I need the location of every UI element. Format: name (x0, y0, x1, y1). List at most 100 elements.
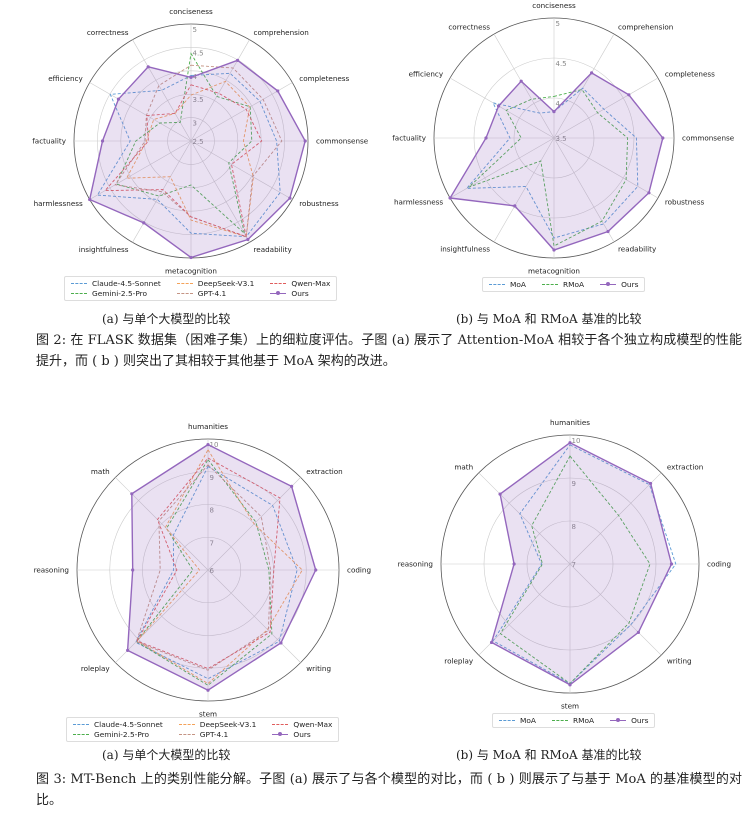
series-moa (465, 87, 639, 239)
axis-spoke (190, 140, 250, 243)
axis-spoke (207, 569, 301, 663)
axis-spoke (89, 140, 192, 200)
ours-point (246, 237, 250, 242)
fig2-subcaption-b: (b) 与 MoA 和 RMoA 基准的比较 (456, 312, 642, 326)
series-ours (88, 59, 306, 259)
ours-point (513, 204, 517, 208)
series-claude-4-5-sonnet (96, 72, 281, 238)
legend-swatch (176, 293, 193, 294)
axis-spoke (190, 82, 293, 142)
legend-label: Claude-4.5-Sonnet (92, 279, 161, 288)
tick-label: 3 (193, 120, 197, 128)
legend-item: Qwen-Max (272, 720, 332, 729)
axis-label-roleplay: roleplay (444, 656, 474, 665)
ours-point (288, 196, 292, 200)
ours-point (496, 104, 501, 108)
series-gemini-2-5-pro (115, 52, 253, 235)
legend-label: Qwen-Max (293, 720, 333, 729)
legend-label: Ours (631, 716, 649, 725)
axis-label-humanities: humanities (550, 418, 590, 427)
ours-point (489, 640, 494, 645)
fig3-caption: 图 3: MT-Bench 上的类别性能分解。子图 (a) 展示了与各个模型的对… (36, 772, 742, 808)
legend-label: Ours (291, 289, 309, 298)
tick-label: 9 (210, 474, 214, 482)
legend-swatch (71, 283, 87, 284)
axis-label-math: math (91, 467, 110, 476)
axis-label-robustness: robustness (299, 199, 339, 208)
ours-point (498, 492, 502, 496)
axis-spoke (553, 137, 659, 199)
axis-label-writing: writing (306, 664, 331, 673)
ours-point (314, 568, 318, 572)
tick-label: 10 (210, 441, 219, 449)
series-ours (126, 443, 317, 692)
tick-label: 9 (572, 480, 576, 488)
axis-label-efficiency: efficiency (409, 70, 444, 79)
ours-point (627, 93, 631, 97)
axis-label-commonsense: commonsense (682, 134, 735, 143)
legend-fig2a: Claude-4.5-Sonnet Gemini-2.5-Pro DeepSeek-… (64, 276, 338, 301)
series-deepseek-v3-1 (136, 448, 303, 685)
ours-point (276, 89, 280, 93)
axis-spoke (493, 33, 555, 139)
axis-label-reasoning: reasoning (34, 566, 69, 575)
axis-label-completeness: completeness (299, 74, 349, 83)
axis-label-extraction: extraction (306, 467, 342, 476)
legend-swatch (489, 284, 505, 285)
legend-item: GPT-4.1 (176, 289, 255, 298)
legend-swatch (551, 720, 568, 721)
axis-label-writing: writing (667, 656, 692, 665)
legend-label: Gemini-2.5-Pro (92, 289, 148, 298)
legend-label: Ours (293, 730, 311, 739)
ours-point (235, 58, 240, 62)
axis-label-correctness: correctness (87, 28, 129, 37)
axis-label-metacognition: metacognition (528, 267, 580, 276)
legend-item: MoA (499, 716, 536, 725)
ours-point (126, 648, 130, 652)
series-qwen-max (104, 84, 263, 238)
ours-point (448, 196, 452, 200)
axis-label-robustness: robustness (665, 198, 705, 207)
legend-swatch (73, 734, 89, 735)
tick-label: 10 (572, 437, 581, 445)
ours-point (606, 229, 610, 234)
legend-label: GPT-4.1 (197, 289, 227, 298)
axis-label-comprehension: comprehension (254, 28, 309, 37)
legend-item: MoA (489, 280, 526, 289)
axis-label-conciseness: conciseness (532, 1, 576, 10)
legend-label: Gemini-2.5-Pro (94, 730, 150, 739)
legend-item: RMoA (541, 280, 584, 289)
ours-point (146, 65, 150, 69)
legend-item: RMoA (551, 716, 595, 725)
legend-fig2b: MoA RMoA Ours (482, 277, 646, 292)
series-rmoa (468, 88, 629, 247)
ours-point (484, 136, 488, 140)
ours-point (590, 71, 594, 75)
legend-swatch (270, 291, 287, 295)
tick-label: 3.5 (556, 135, 567, 143)
legend-item: Claude-4.5-Sonnet (71, 279, 161, 288)
fig3-subcaption-a: (a) 与单个大模型的比较 (102, 748, 231, 762)
axis-label-conciseness: conciseness (169, 7, 213, 16)
axis-spoke (190, 39, 250, 142)
legend-label: RMoA (572, 716, 595, 725)
legend-swatch (610, 718, 627, 722)
ours-point (512, 562, 516, 566)
ours-point (552, 248, 556, 252)
axis-label-insightfulness: insightfulness (79, 245, 129, 254)
ours-point (568, 441, 572, 445)
axis-label-coding: coding (347, 566, 371, 575)
legend-label: MoA (510, 280, 526, 289)
legend-swatch (541, 284, 558, 285)
legend-swatch (600, 282, 617, 286)
series-ours (490, 441, 673, 686)
ours-point (636, 630, 641, 635)
legend-item: GPT-4.1 (178, 730, 257, 739)
axis-spoke (115, 569, 209, 663)
tick-label: 4 (193, 73, 198, 81)
axis-spoke (132, 39, 192, 142)
axis-label-readability: readability (254, 245, 293, 254)
fig2-subcaption-a: (a) 与单个大模型的比较 (102, 312, 231, 326)
series-gpt-4-1 (135, 464, 272, 671)
axis-label-harmlessness: harmlessness (394, 198, 443, 207)
